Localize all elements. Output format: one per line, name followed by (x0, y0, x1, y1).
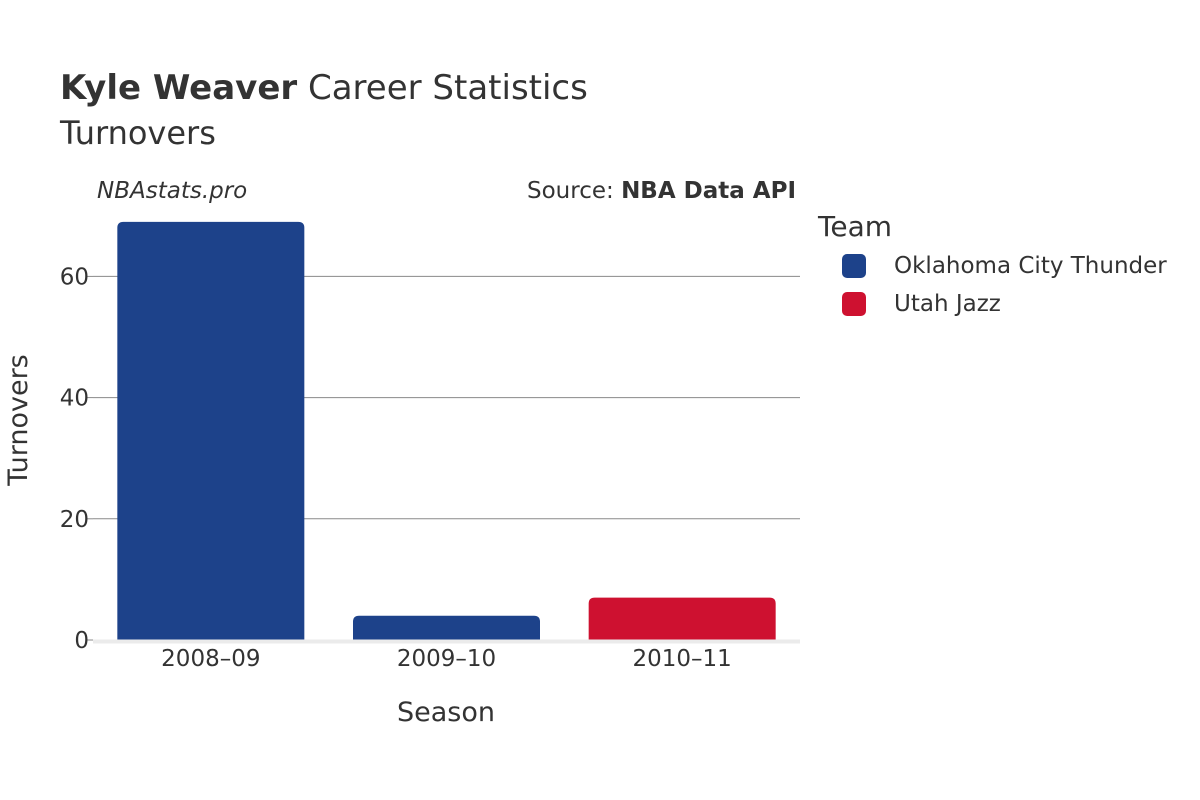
bars (117, 221, 776, 641)
source-name: NBA Data API (621, 178, 796, 204)
source-prefix: Source: (527, 178, 622, 204)
title-rest: Career Statistics (307, 68, 588, 108)
watermark: NBAstats.pro (97, 178, 248, 204)
bar-2008–09[interactable] (117, 221, 305, 641)
chart-title: Kyle Weaver Career Statistics (60, 68, 588, 108)
y-tick-label: 60 (60, 264, 89, 290)
x-tick-label: 2010–11 (633, 646, 732, 672)
axes: 0 20 40 60 2008–09 2009–10 2010–11 (60, 264, 800, 672)
y-tick-label: 40 (60, 386, 89, 412)
x-tick-label: 2008–09 (161, 646, 260, 672)
legend-swatch (842, 292, 866, 316)
legend-label: Oklahoma City Thunder (894, 253, 1167, 279)
legend-title: Team (818, 210, 893, 243)
y-axis-label: Turnovers (3, 354, 34, 487)
chart-subtitle: Turnovers (60, 114, 216, 152)
bar-2010–11[interactable] (588, 597, 776, 640)
legend-swatch (842, 254, 866, 278)
bar-2009–10[interactable] (353, 615, 540, 640)
y-tick-label: 20 (60, 507, 89, 533)
legend-item-utah-jazz[interactable]: Utah Jazz (842, 289, 1001, 319)
x-tick-label: 2009–10 (397, 646, 496, 672)
source-credit: Source: NBA Data API (527, 178, 796, 204)
player-name: Kyle Weaver (60, 68, 298, 108)
y-tick-label: 0 (74, 628, 89, 654)
x-axis-label: Season (397, 697, 495, 728)
legend-label: Utah Jazz (894, 291, 1001, 317)
legend-item-oklahoma-city-thunder[interactable]: Oklahoma City Thunder (842, 251, 1167, 281)
